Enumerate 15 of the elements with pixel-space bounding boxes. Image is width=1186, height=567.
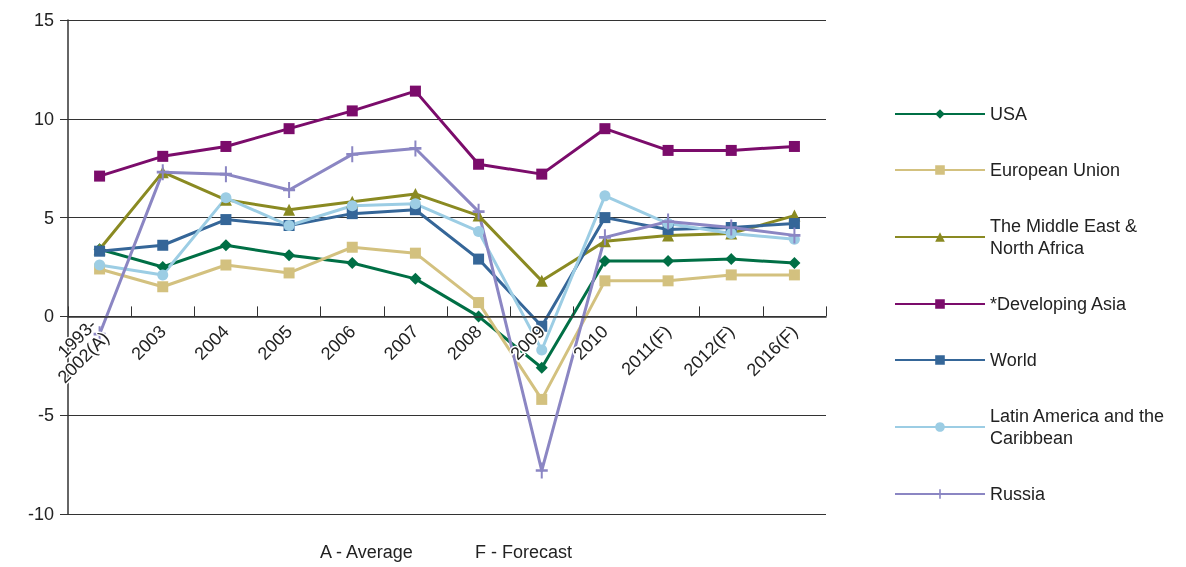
legend-label: The Middle East & North Africa bbox=[990, 216, 1143, 258]
y-tick-label: 10 bbox=[33, 108, 54, 129]
legend-label: USA bbox=[990, 104, 1028, 124]
y-tick-label: -5 bbox=[37, 405, 54, 426]
y-tick-label: 15 bbox=[33, 10, 54, 30]
legend-label: Russia bbox=[990, 484, 1047, 504]
legend-label: Latin America and the Caribbean bbox=[990, 406, 1170, 448]
text: F - Forecast bbox=[475, 542, 573, 562]
y-tick-label: 5 bbox=[43, 207, 54, 228]
text: A - Average bbox=[320, 542, 413, 562]
y-tick-label: 0 bbox=[43, 306, 54, 327]
legend-label: World bbox=[990, 350, 1037, 370]
legend-label: *Developing Asia bbox=[990, 294, 1128, 314]
legend-label: European Union bbox=[990, 160, 1121, 180]
y-tick-label: -10 bbox=[27, 504, 54, 524]
